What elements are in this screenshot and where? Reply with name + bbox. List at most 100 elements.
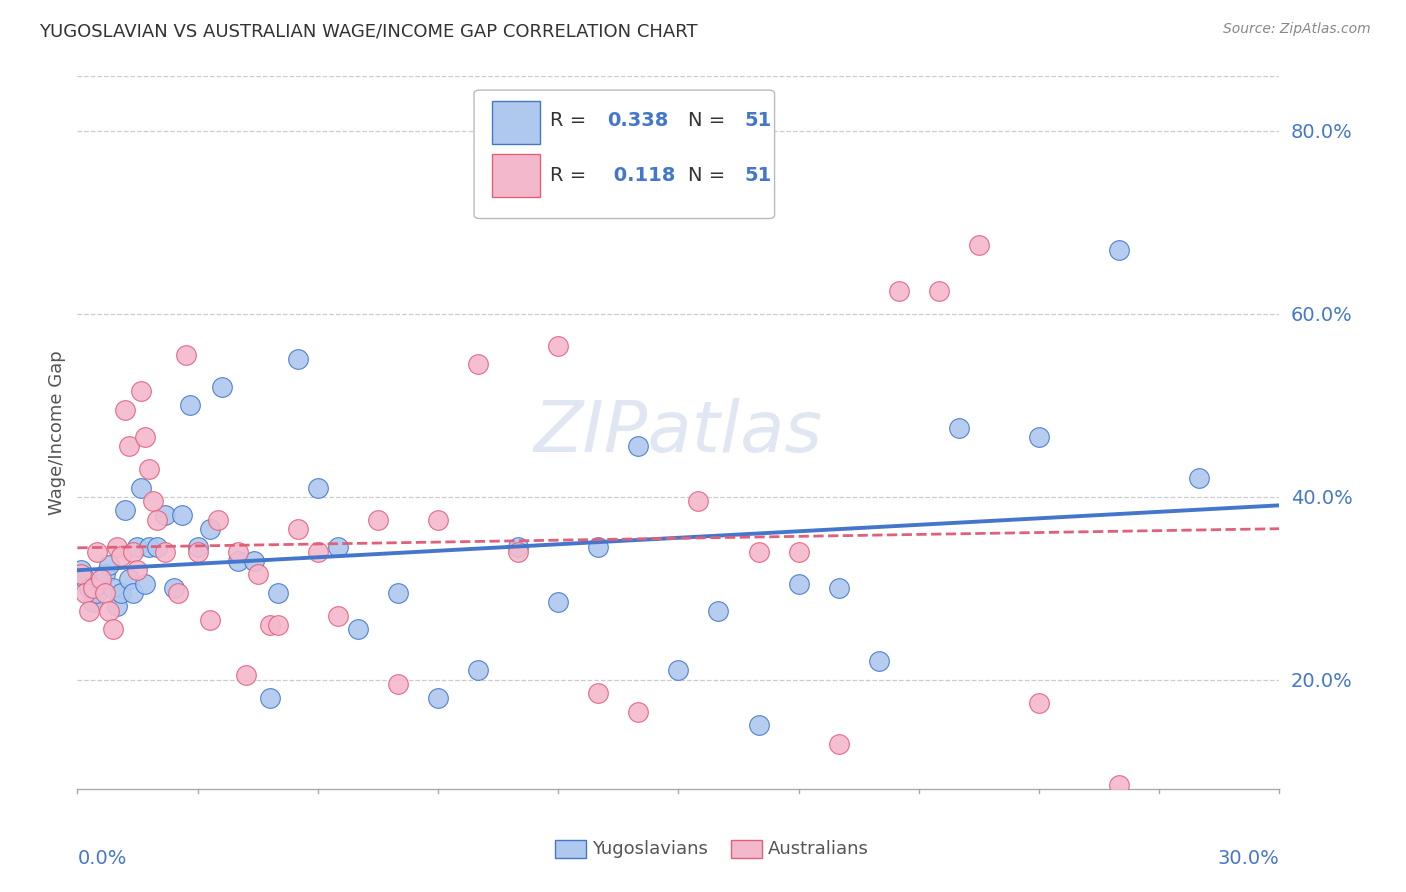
Point <box>211 380 233 394</box>
Bar <box>492 154 540 197</box>
Point <box>207 512 229 526</box>
Point <box>155 508 177 522</box>
Point <box>828 737 851 751</box>
Point <box>162 581 184 595</box>
Point <box>427 690 450 705</box>
Point <box>668 664 690 678</box>
Point <box>98 558 121 573</box>
Point <box>146 512 169 526</box>
Point <box>110 585 132 599</box>
Point <box>82 581 104 595</box>
Point <box>707 604 730 618</box>
Point <box>134 576 156 591</box>
Point <box>267 617 290 632</box>
Point <box>387 677 409 691</box>
Point <box>187 540 209 554</box>
Point <box>94 585 117 599</box>
Point <box>103 581 125 595</box>
Point <box>146 540 169 554</box>
Point <box>103 623 125 637</box>
Text: YUGOSLAVIAN VS AUSTRALIAN WAGE/INCOME GAP CORRELATION CHART: YUGOSLAVIAN VS AUSTRALIAN WAGE/INCOME GA… <box>39 22 697 40</box>
Point <box>547 595 569 609</box>
Point <box>367 512 389 526</box>
Point <box>868 654 890 668</box>
Point <box>142 494 165 508</box>
Text: 0.338: 0.338 <box>607 112 669 130</box>
Point <box>86 585 108 599</box>
Point <box>198 613 221 627</box>
Point <box>174 348 197 362</box>
Point <box>547 339 569 353</box>
Point <box>170 508 193 522</box>
Point <box>70 563 93 577</box>
Point <box>928 284 950 298</box>
Point <box>467 357 489 371</box>
Point <box>122 585 145 599</box>
Point <box>508 540 530 554</box>
Point <box>166 585 188 599</box>
Text: 0.0%: 0.0% <box>77 849 127 868</box>
Point <box>75 585 97 599</box>
Point <box>86 544 108 558</box>
Point <box>246 567 269 582</box>
Point <box>94 567 117 582</box>
Point <box>828 581 851 595</box>
Point <box>326 608 349 623</box>
Point <box>1108 243 1130 257</box>
Point <box>427 512 450 526</box>
Point <box>226 544 249 558</box>
Point <box>90 572 112 586</box>
Point <box>307 544 329 558</box>
Point <box>259 617 281 632</box>
Text: Yugoslavians: Yugoslavians <box>592 840 707 858</box>
Point <box>787 544 810 558</box>
Text: N =: N = <box>688 166 731 186</box>
Point <box>235 668 257 682</box>
Point <box>967 238 990 252</box>
Point <box>114 402 136 417</box>
Point <box>82 595 104 609</box>
Point <box>387 585 409 599</box>
Y-axis label: Wage/Income Gap: Wage/Income Gap <box>48 351 66 515</box>
Point <box>131 481 153 495</box>
Point <box>198 522 221 536</box>
Point <box>131 384 153 399</box>
Text: N =: N = <box>688 112 731 130</box>
Point <box>887 284 910 298</box>
Point <box>1028 696 1050 710</box>
Text: R =: R = <box>550 166 592 186</box>
Point <box>748 718 770 732</box>
Text: Source: ZipAtlas.com: Source: ZipAtlas.com <box>1223 22 1371 37</box>
Point <box>75 572 97 586</box>
Point <box>138 540 160 554</box>
Text: Australians: Australians <box>768 840 869 858</box>
Point <box>627 439 650 453</box>
Point <box>588 540 610 554</box>
Point <box>1188 471 1211 485</box>
Point <box>748 544 770 558</box>
FancyBboxPatch shape <box>474 90 775 219</box>
Point <box>138 462 160 476</box>
Point <box>347 623 370 637</box>
Text: 51: 51 <box>745 166 772 186</box>
Text: ZIPatlas: ZIPatlas <box>534 398 823 467</box>
Point <box>508 544 530 558</box>
Point <box>588 686 610 700</box>
Point <box>1028 430 1050 444</box>
Point <box>110 549 132 563</box>
Point <box>267 585 290 599</box>
Text: 30.0%: 30.0% <box>1218 849 1279 868</box>
Point <box>187 544 209 558</box>
Point <box>134 430 156 444</box>
Point <box>79 581 101 595</box>
Text: 0.118: 0.118 <box>607 166 676 186</box>
Point <box>1108 778 1130 792</box>
Point <box>127 563 149 577</box>
Text: 51: 51 <box>745 112 772 130</box>
Point <box>259 690 281 705</box>
Point <box>787 576 810 591</box>
Point <box>118 572 141 586</box>
Point <box>242 554 264 568</box>
Point <box>307 481 329 495</box>
Point <box>226 554 249 568</box>
